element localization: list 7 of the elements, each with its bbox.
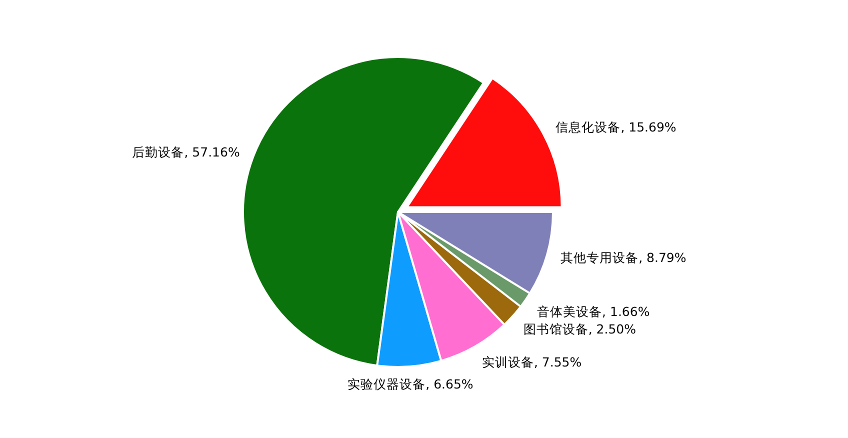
slice-label: 实训设备, 7.55% [482, 354, 582, 370]
slice-label: 音体美设备, 1.66% [537, 304, 650, 320]
slice-label: 图书馆设备, 2.50% [523, 321, 636, 336]
slice-label: 其他专用设备, 8.79% [560, 250, 686, 266]
slice-label: 实验仪器设备, 6.65% [348, 376, 474, 392]
slice-label: 后勤设备, 57.16% [132, 144, 240, 160]
slice-label: 信息化设备, 15.69% [556, 119, 676, 134]
